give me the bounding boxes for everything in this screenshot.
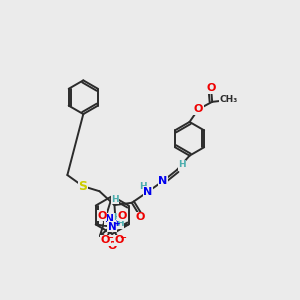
Text: H: H	[178, 160, 186, 169]
Text: N: N	[158, 176, 168, 186]
Text: N: N	[104, 214, 114, 224]
Text: H: H	[111, 195, 119, 204]
Text: N: N	[108, 222, 116, 232]
Text: N: N	[108, 222, 117, 232]
Text: −: −	[119, 233, 127, 242]
Text: −: −	[106, 233, 113, 242]
Text: H: H	[140, 182, 147, 191]
Text: N: N	[143, 187, 153, 197]
Text: O: O	[101, 235, 110, 245]
Text: O: O	[114, 235, 124, 245]
Text: O: O	[108, 241, 117, 250]
Text: H: H	[116, 219, 124, 228]
Text: O: O	[206, 83, 216, 93]
Text: CH₃: CH₃	[220, 95, 238, 104]
Text: O: O	[117, 211, 127, 221]
Text: H: H	[113, 213, 121, 222]
Text: +: +	[113, 219, 120, 228]
Text: O: O	[98, 211, 107, 221]
Text: O: O	[194, 104, 203, 114]
Text: +: +	[113, 219, 119, 228]
Text: S: S	[78, 180, 87, 193]
Text: O: O	[136, 212, 145, 222]
